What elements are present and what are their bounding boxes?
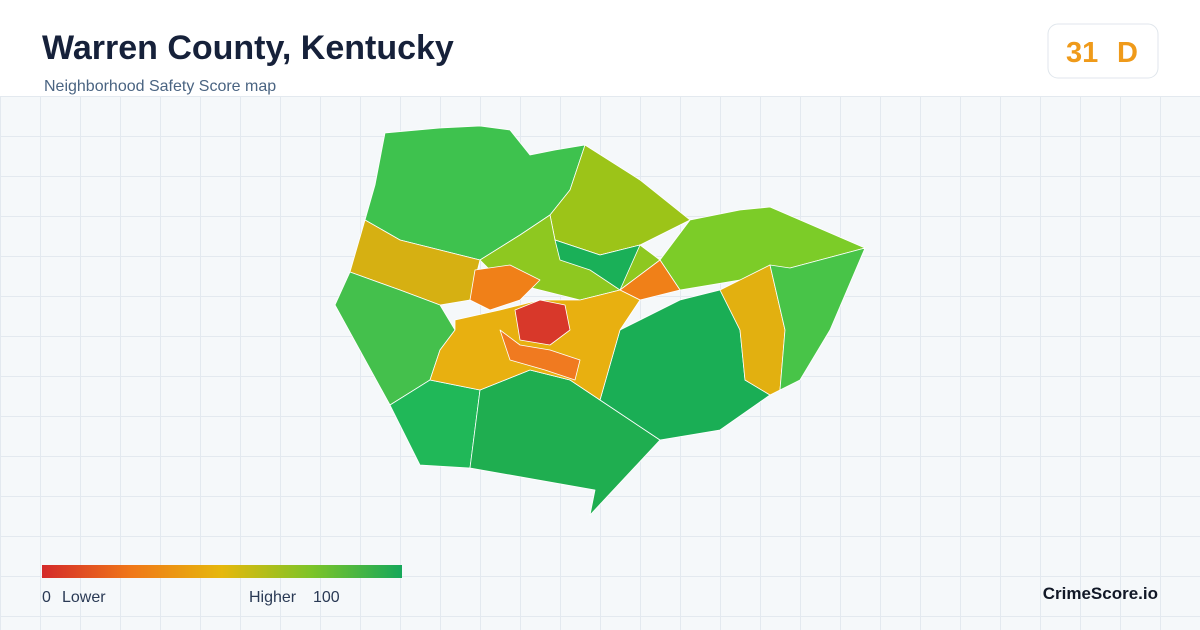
- brand: CrimeScore.io: [1043, 584, 1158, 603]
- legend-max: 100: [313, 589, 340, 606]
- header-band: [0, 0, 1200, 96]
- score-value: 31: [1066, 37, 1098, 69]
- map-region: [769, 247, 866, 391]
- legend-min-label: Lower: [62, 589, 106, 606]
- county-map: [334, 125, 866, 516]
- legend-max-label: Higher: [249, 589, 297, 606]
- legend-scale: [42, 565, 402, 578]
- map-region: [429, 289, 641, 401]
- map-region: [499, 329, 581, 381]
- subtitle: Neighborhood Safety Score map: [44, 78, 276, 95]
- map-region: [514, 299, 571, 346]
- score-badge: [1047, 23, 1159, 79]
- title: Warren County, Kentucky: [42, 29, 454, 67]
- score-grade: D: [1117, 37, 1138, 69]
- map-region: [469, 264, 541, 311]
- legend-min: 0: [42, 589, 51, 606]
